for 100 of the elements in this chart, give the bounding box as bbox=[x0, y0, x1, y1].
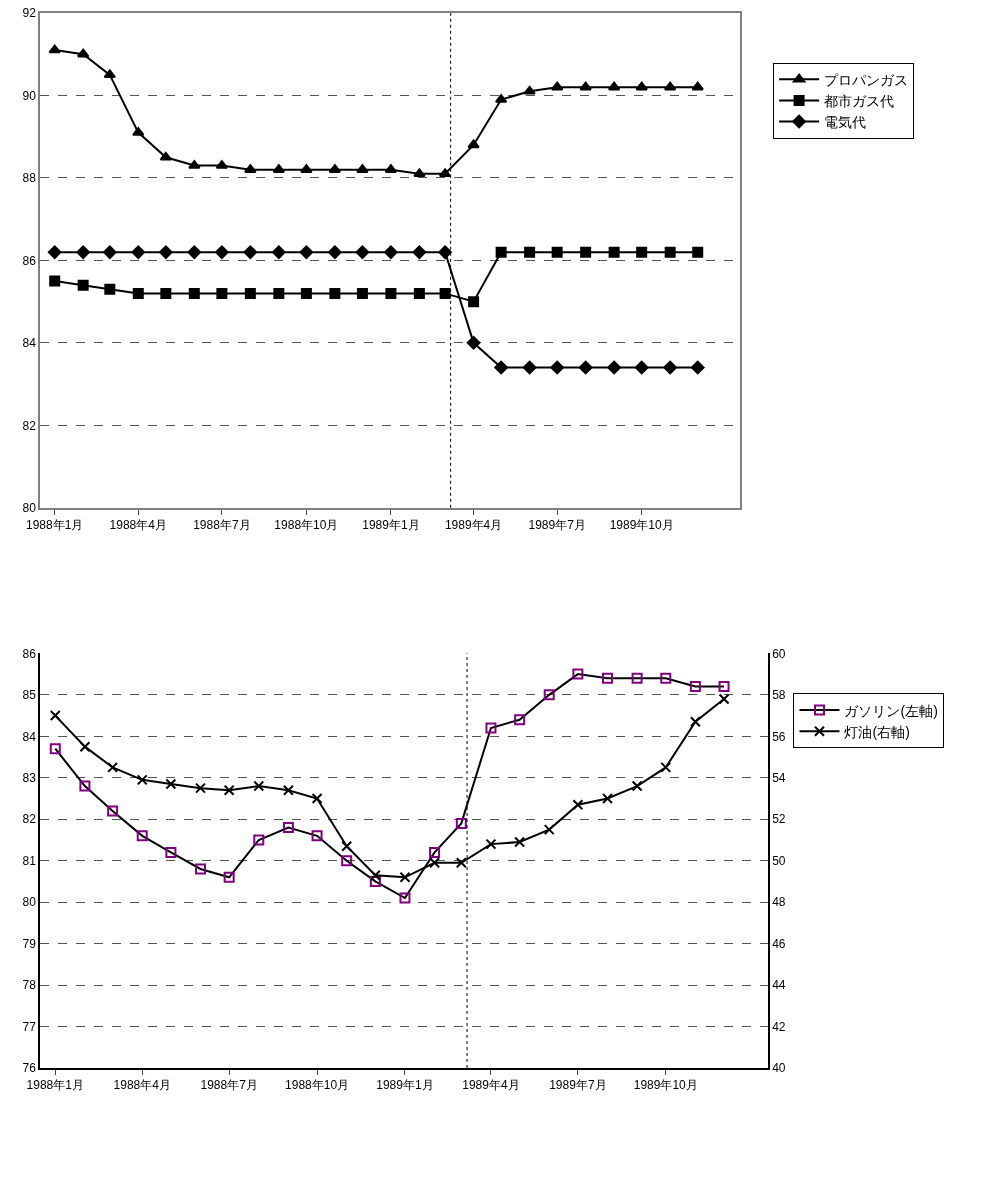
point bbox=[466, 336, 481, 350]
point bbox=[602, 793, 613, 805]
point bbox=[102, 245, 117, 259]
point bbox=[550, 360, 565, 375]
point bbox=[165, 846, 177, 858]
point bbox=[572, 668, 584, 680]
legend-label: ガソリン(左軸) bbox=[844, 702, 938, 719]
point bbox=[328, 245, 342, 259]
point bbox=[438, 245, 452, 259]
legend-label: 灯油(右軸) bbox=[844, 723, 910, 740]
point bbox=[329, 287, 341, 299]
y2-tick-label: 46 bbox=[772, 936, 786, 951]
point bbox=[718, 693, 730, 705]
point bbox=[300, 287, 312, 299]
point bbox=[689, 716, 701, 728]
point bbox=[49, 710, 61, 722]
y2-tick-label: 50 bbox=[772, 853, 786, 868]
point bbox=[132, 287, 144, 299]
point bbox=[631, 672, 643, 684]
point bbox=[522, 360, 537, 375]
point bbox=[438, 168, 452, 178]
y-tick-label: 82 bbox=[22, 812, 37, 827]
point bbox=[579, 81, 592, 91]
x-tick-label: 1988年10月 bbox=[274, 517, 339, 532]
legend-label: 都市ガス代 bbox=[824, 92, 895, 109]
point bbox=[413, 168, 426, 178]
point bbox=[104, 283, 116, 295]
point bbox=[607, 81, 621, 91]
point bbox=[282, 784, 294, 796]
y-tick-label: 81 bbox=[22, 853, 37, 868]
point bbox=[223, 871, 235, 883]
point bbox=[369, 869, 381, 881]
point bbox=[636, 246, 648, 258]
point bbox=[429, 857, 441, 869]
point bbox=[136, 830, 148, 842]
point bbox=[311, 830, 323, 842]
point bbox=[455, 857, 467, 869]
legend-label: プロパンガス bbox=[824, 71, 909, 88]
point bbox=[485, 722, 497, 734]
point bbox=[103, 69, 117, 79]
x-tick-label: 1988年10月 bbox=[285, 1078, 350, 1093]
point bbox=[572, 799, 584, 811]
point bbox=[215, 245, 229, 259]
point bbox=[485, 838, 497, 850]
y-tick-label: 77 bbox=[22, 1019, 37, 1034]
point bbox=[607, 360, 621, 375]
point bbox=[107, 805, 119, 817]
point bbox=[188, 287, 200, 299]
point bbox=[49, 275, 61, 287]
x-tick-label: 1989年4月 bbox=[462, 1078, 520, 1093]
point bbox=[634, 360, 649, 375]
y-tick-label: 79 bbox=[22, 936, 37, 951]
point bbox=[243, 245, 258, 259]
point bbox=[580, 246, 592, 258]
point bbox=[253, 780, 265, 792]
y-tick-label: 90 bbox=[22, 88, 37, 103]
point bbox=[494, 360, 508, 375]
point bbox=[689, 681, 701, 693]
y2-tick-label: 40 bbox=[772, 1061, 786, 1076]
point bbox=[341, 855, 353, 867]
y-tick-label: 78 bbox=[22, 978, 37, 993]
y-tick-label: 76 bbox=[22, 1061, 37, 1076]
point bbox=[514, 714, 526, 726]
x-tick-label: 1988年4月 bbox=[113, 1078, 171, 1093]
point bbox=[663, 81, 677, 91]
y2-tick-label: 44 bbox=[772, 978, 786, 993]
point bbox=[413, 287, 425, 299]
point bbox=[692, 246, 704, 258]
point bbox=[216, 287, 228, 299]
point bbox=[282, 822, 294, 834]
x-tick-label: 1988年1月 bbox=[26, 517, 84, 532]
y-tick-label: 85 bbox=[22, 688, 37, 703]
y2-tick-label: 48 bbox=[772, 895, 786, 910]
x-tick-label: 1989年7月 bbox=[528, 517, 586, 532]
x-tick-label: 1988年7月 bbox=[200, 1078, 258, 1093]
y2-tick-label: 52 bbox=[772, 812, 786, 827]
point bbox=[690, 360, 705, 375]
point bbox=[660, 761, 672, 773]
point bbox=[131, 245, 146, 259]
y2-tick-label: 42 bbox=[772, 1019, 786, 1034]
x-tick-label: 1989年1月 bbox=[376, 1078, 434, 1093]
point bbox=[602, 672, 613, 684]
point bbox=[543, 689, 555, 701]
x-tick-label: 1988年1月 bbox=[26, 1078, 84, 1093]
point bbox=[253, 834, 265, 846]
y-tick-label: 84 bbox=[22, 729, 37, 744]
point bbox=[455, 817, 467, 829]
point bbox=[468, 296, 480, 308]
point bbox=[399, 892, 411, 904]
point bbox=[550, 81, 564, 91]
point bbox=[718, 681, 730, 693]
point bbox=[271, 245, 286, 259]
point bbox=[355, 245, 370, 259]
x-tick-label: 1989年4月 bbox=[444, 517, 503, 532]
point bbox=[273, 287, 285, 299]
point bbox=[79, 780, 91, 792]
point bbox=[107, 761, 119, 773]
y-tick-label: 84 bbox=[22, 336, 37, 351]
point bbox=[608, 246, 620, 258]
point bbox=[159, 151, 173, 161]
